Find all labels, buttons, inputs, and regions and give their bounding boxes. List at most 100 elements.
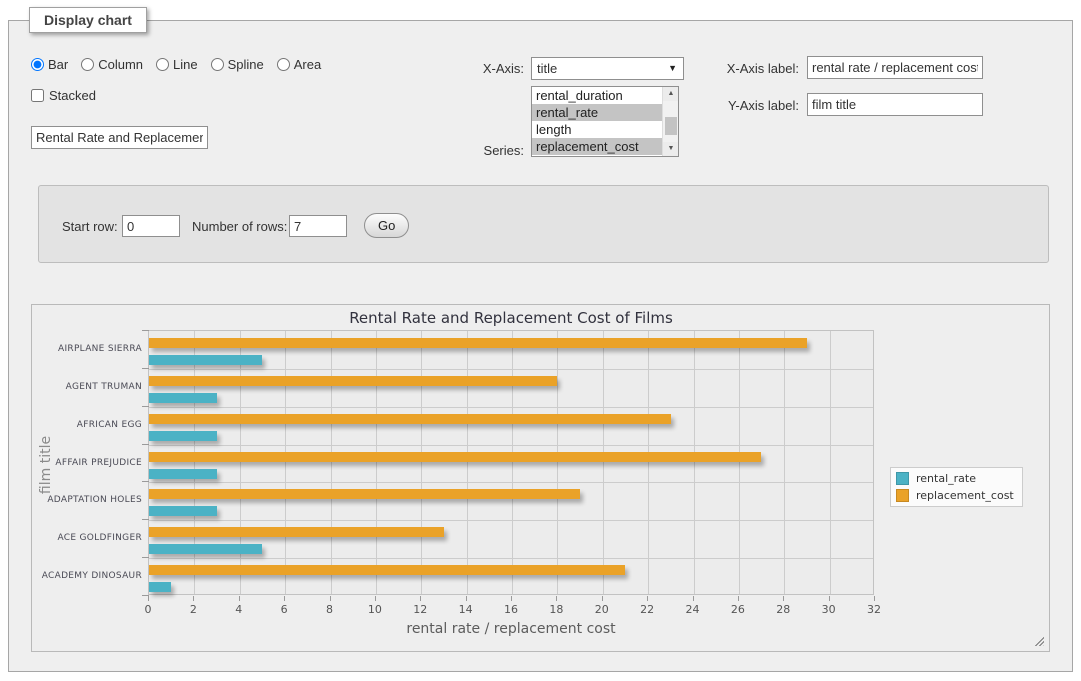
- legend-swatch: [896, 472, 909, 485]
- series-listbox[interactable]: rental_durationrental_ratelengthreplacem…: [531, 86, 679, 157]
- bar-replacement_cost: [149, 338, 807, 348]
- category-label: ACADEMY DINOSAUR: [32, 571, 142, 581]
- x-tick-label: 16: [491, 603, 531, 616]
- series-option-rental_duration[interactable]: rental_duration: [532, 87, 662, 104]
- bar-replacement_cost: [149, 489, 580, 499]
- x-axis-select-value: title: [537, 61, 557, 76]
- series-options: rental_durationrental_ratelengthreplacem…: [532, 87, 662, 155]
- radio-spline[interactable]: [211, 58, 224, 71]
- chart-title-input[interactable]: [31, 126, 208, 149]
- x-tick: [602, 596, 603, 601]
- x-tick: [556, 596, 557, 601]
- category-label: ADAPTATION HOLES: [32, 495, 142, 505]
- bar-rental_rate: [149, 544, 262, 554]
- x-tick: [783, 596, 784, 601]
- chart-type-option-column[interactable]: Column: [81, 57, 143, 72]
- gridline-vertical: [648, 331, 649, 594]
- gridline-vertical: [194, 331, 195, 594]
- radio-area[interactable]: [277, 58, 290, 71]
- bar-rental_rate: [149, 582, 171, 592]
- x-tick: [193, 596, 194, 601]
- radio-column[interactable]: [81, 58, 94, 71]
- category-label: AGENT TRUMAN: [32, 382, 142, 392]
- x-axis-select-label: X-Axis:: [454, 61, 524, 76]
- x-tick-label: 32: [854, 603, 894, 616]
- gridline-vertical: [421, 331, 422, 594]
- y-tick: [142, 406, 149, 407]
- x-tick: [148, 596, 149, 601]
- chart-title: Rental Rate and Replacement Cost of Film…: [148, 309, 874, 327]
- x-tick-label: 18: [536, 603, 576, 616]
- series-option-rental_rate[interactable]: rental_rate: [532, 104, 662, 121]
- x-tick: [284, 596, 285, 601]
- radio-line[interactable]: [156, 58, 169, 71]
- y-tick: [142, 519, 149, 520]
- radio-label: Column: [98, 57, 143, 72]
- scroll-up-icon[interactable]: ▲: [663, 87, 679, 101]
- x-axis-label-input[interactable]: [807, 56, 983, 79]
- radio-label: Area: [294, 57, 321, 72]
- x-tick: [874, 596, 875, 601]
- x-tick: [693, 596, 694, 601]
- x-tick: [420, 596, 421, 601]
- x-tick-label: 28: [763, 603, 803, 616]
- x-tick-label: 4: [219, 603, 259, 616]
- chart-type-option-spline[interactable]: Spline: [211, 57, 264, 72]
- number-of-rows-input[interactable]: [289, 215, 347, 237]
- legend-label: rental_rate: [916, 472, 976, 485]
- radio-label: Spline: [228, 57, 264, 72]
- chart-type-group: Bar Column Line Spline Area: [31, 57, 321, 72]
- y-tick: [142, 444, 149, 445]
- chart-type-option-area[interactable]: Area: [277, 57, 321, 72]
- radio-label: Line: [173, 57, 198, 72]
- x-axis-select[interactable]: title ▼: [531, 57, 684, 80]
- y-axis-label-input[interactable]: [807, 93, 983, 116]
- chart-type-option-line[interactable]: Line: [156, 57, 198, 72]
- gridline-horizontal: [149, 520, 873, 521]
- x-tick: [647, 596, 648, 601]
- bar-replacement_cost: [149, 414, 671, 424]
- legend-swatch: [896, 489, 909, 502]
- y-tick: [142, 330, 149, 331]
- legend-row: replacement_cost: [896, 489, 1014, 502]
- x-tick-label: 30: [809, 603, 849, 616]
- chart-plot-area: [148, 330, 874, 595]
- y-tick: [142, 481, 149, 482]
- y-tick: [142, 368, 149, 369]
- display-chart-panel: Display chart BarColumnLineSplineArea St…: [8, 20, 1073, 672]
- stacked-option[interactable]: Stacked: [31, 88, 96, 103]
- query-panel: Start row: Number of rows: Go: [38, 185, 1049, 263]
- gridline-vertical: [467, 331, 468, 594]
- y-tick: [142, 557, 149, 558]
- legend-label: replacement_cost: [916, 489, 1014, 502]
- start-row-label: Start row:: [62, 219, 118, 234]
- gridline-vertical: [512, 331, 513, 594]
- gridline-horizontal: [149, 445, 873, 446]
- listbox-scrollbar[interactable]: ▲ ▼: [662, 87, 678, 156]
- x-tick-label: 14: [446, 603, 486, 616]
- radio-bar[interactable]: [31, 58, 44, 71]
- chart-legend: rental_rate replacement_cost: [890, 467, 1023, 507]
- go-button[interactable]: Go: [364, 213, 409, 238]
- radio-label: Bar: [48, 57, 68, 72]
- start-row-input[interactable]: [122, 215, 180, 237]
- scrollbar-thumb[interactable]: [665, 117, 677, 135]
- gridline-vertical: [694, 331, 695, 594]
- chart-type-option-bar[interactable]: Bar: [31, 57, 68, 72]
- gridline-vertical: [285, 331, 286, 594]
- gridline-horizontal: [149, 558, 873, 559]
- x-tick: [738, 596, 739, 601]
- x-tick: [375, 596, 376, 601]
- x-tick-label: 24: [673, 603, 713, 616]
- page: Display chart BarColumnLineSplineArea St…: [0, 0, 1081, 681]
- stacked-checkbox[interactable]: [31, 89, 44, 102]
- resize-handle-icon[interactable]: [1033, 635, 1044, 646]
- chevron-down-icon: ▼: [668, 58, 677, 79]
- category-label: AIRPLANE SIERRA: [32, 344, 142, 354]
- x-tick-label: 0: [128, 603, 168, 616]
- series-option-length[interactable]: length: [532, 121, 662, 138]
- scroll-down-icon[interactable]: ▼: [663, 142, 679, 156]
- category-label: ACE GOLDFINGER: [32, 533, 142, 543]
- gridline-vertical: [603, 331, 604, 594]
- series-option-replacement_cost[interactable]: replacement_cost: [532, 138, 662, 155]
